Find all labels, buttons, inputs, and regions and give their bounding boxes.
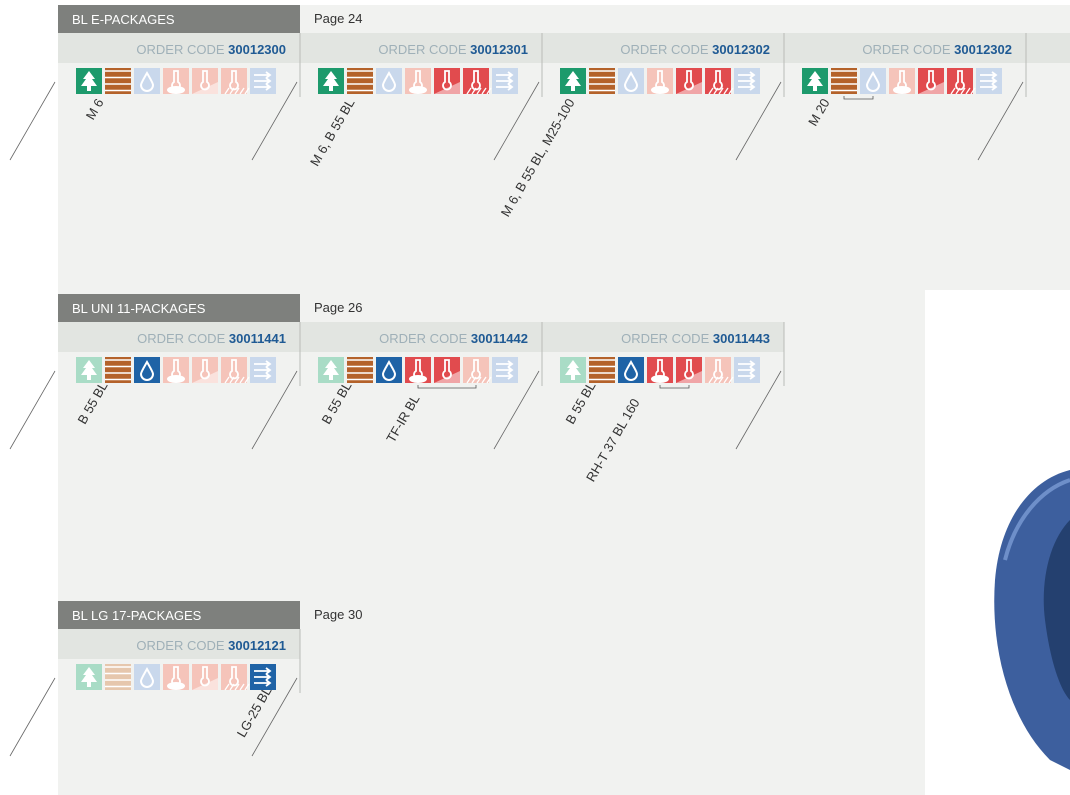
icon-cloud: [651, 375, 669, 383]
order-code-number: 30011443: [713, 331, 770, 346]
order-code-number: 30012121: [228, 638, 286, 653]
order-code: ORDER CODE 30011441: [137, 331, 286, 346]
page-reference: Page 30: [314, 607, 362, 622]
order-code: ORDER CODE 30012121: [136, 638, 286, 653]
icon-cloud: [409, 375, 427, 383]
order-code: ORDER CODE 30011443: [621, 331, 770, 346]
diagonal-rule: [10, 371, 55, 449]
icon-cloud: [651, 86, 669, 94]
order-code: ORDER CODE 30011442: [379, 331, 528, 346]
order-band: [1026, 33, 1070, 63]
catalog-page: BL E-PACKAGESPage 24ORDER CODE 30012300M…: [0, 0, 1070, 795]
section-title: BL LG 17-PACKAGES: [72, 608, 202, 623]
page-reference: Page 24: [314, 11, 362, 26]
order-code-label: ORDER CODE: [378, 42, 466, 57]
order-code: ORDER CODE 30012301: [378, 42, 528, 57]
icon-cloud: [893, 86, 911, 94]
order-code-label: ORDER CODE: [621, 331, 709, 346]
order-code-number: 30011442: [471, 331, 528, 346]
order-code-number: 30012300: [228, 42, 286, 57]
order-code-number: 30012302: [954, 42, 1012, 57]
icon-cloud: [167, 375, 185, 383]
icon-cloud: [167, 682, 185, 690]
order-code-label: ORDER CODE: [862, 42, 950, 57]
page-reference: Page 26: [314, 300, 362, 315]
order-code-number: 30012302: [712, 42, 770, 57]
order-code: ORDER CODE 30012302: [620, 42, 770, 57]
section-title: BL UNI 11-PACKAGES: [72, 301, 206, 316]
order-code: ORDER CODE 30012300: [136, 42, 286, 57]
order-code-label: ORDER CODE: [136, 638, 224, 653]
product-photo: [994, 470, 1070, 770]
section-title: BL E-PACKAGES: [72, 12, 175, 27]
order-code-number: 30011441: [229, 331, 286, 346]
diagonal-rule: [10, 678, 55, 756]
order-code-label: ORDER CODE: [379, 331, 467, 346]
diagonal-rule: [10, 82, 55, 160]
order-code-label: ORDER CODE: [620, 42, 708, 57]
order-code-number: 30012301: [470, 42, 528, 57]
icon-cloud: [167, 86, 185, 94]
icon-cloud: [409, 86, 427, 94]
order-code: ORDER CODE 30012302: [862, 42, 1012, 57]
order-code-label: ORDER CODE: [137, 331, 225, 346]
order-code-label: ORDER CODE: [136, 42, 224, 57]
